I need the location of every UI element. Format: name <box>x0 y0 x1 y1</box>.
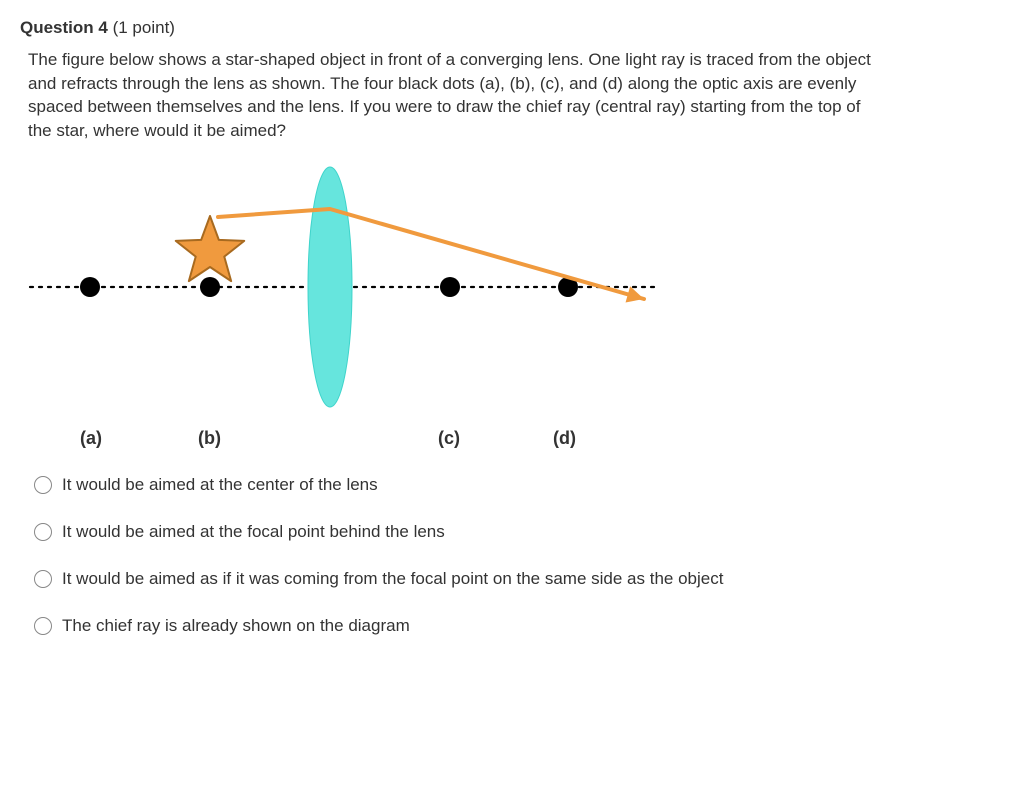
diagram-svg <box>20 157 670 417</box>
label-a: (a) <box>80 426 102 451</box>
option-text: It would be aimed at the focal point beh… <box>62 521 445 544</box>
question-prompt: The figure below shows a star-shaped obj… <box>28 48 878 143</box>
question-points: (1 point) <box>113 18 175 37</box>
label-b: (b) <box>198 426 221 451</box>
option-1[interactable]: It would be aimed at the center of the l… <box>34 474 894 497</box>
optics-diagram: (a) (b) (c) (d) <box>20 157 1004 454</box>
radio-icon[interactable] <box>34 617 52 635</box>
option-text: It would be aimed as if it was coming fr… <box>62 568 723 591</box>
answer-options: It would be aimed at the center of the l… <box>34 474 1004 638</box>
radio-icon[interactable] <box>34 476 52 494</box>
radio-icon[interactable] <box>34 523 52 541</box>
option-3[interactable]: It would be aimed as if it was coming fr… <box>34 568 894 591</box>
label-c: (c) <box>438 426 460 451</box>
option-text: The chief ray is already shown on the di… <box>62 615 410 638</box>
option-4[interactable]: The chief ray is already shown on the di… <box>34 615 894 638</box>
option-2[interactable]: It would be aimed at the focal point beh… <box>34 521 894 544</box>
radio-icon[interactable] <box>34 570 52 588</box>
label-d: (d) <box>553 426 576 451</box>
question-number: Question 4 <box>20 18 108 37</box>
axis-labels: (a) (b) (c) (d) <box>20 426 1004 454</box>
question-header: Question 4 (1 point) <box>20 16 1004 40</box>
option-text: It would be aimed at the center of the l… <box>62 474 378 497</box>
